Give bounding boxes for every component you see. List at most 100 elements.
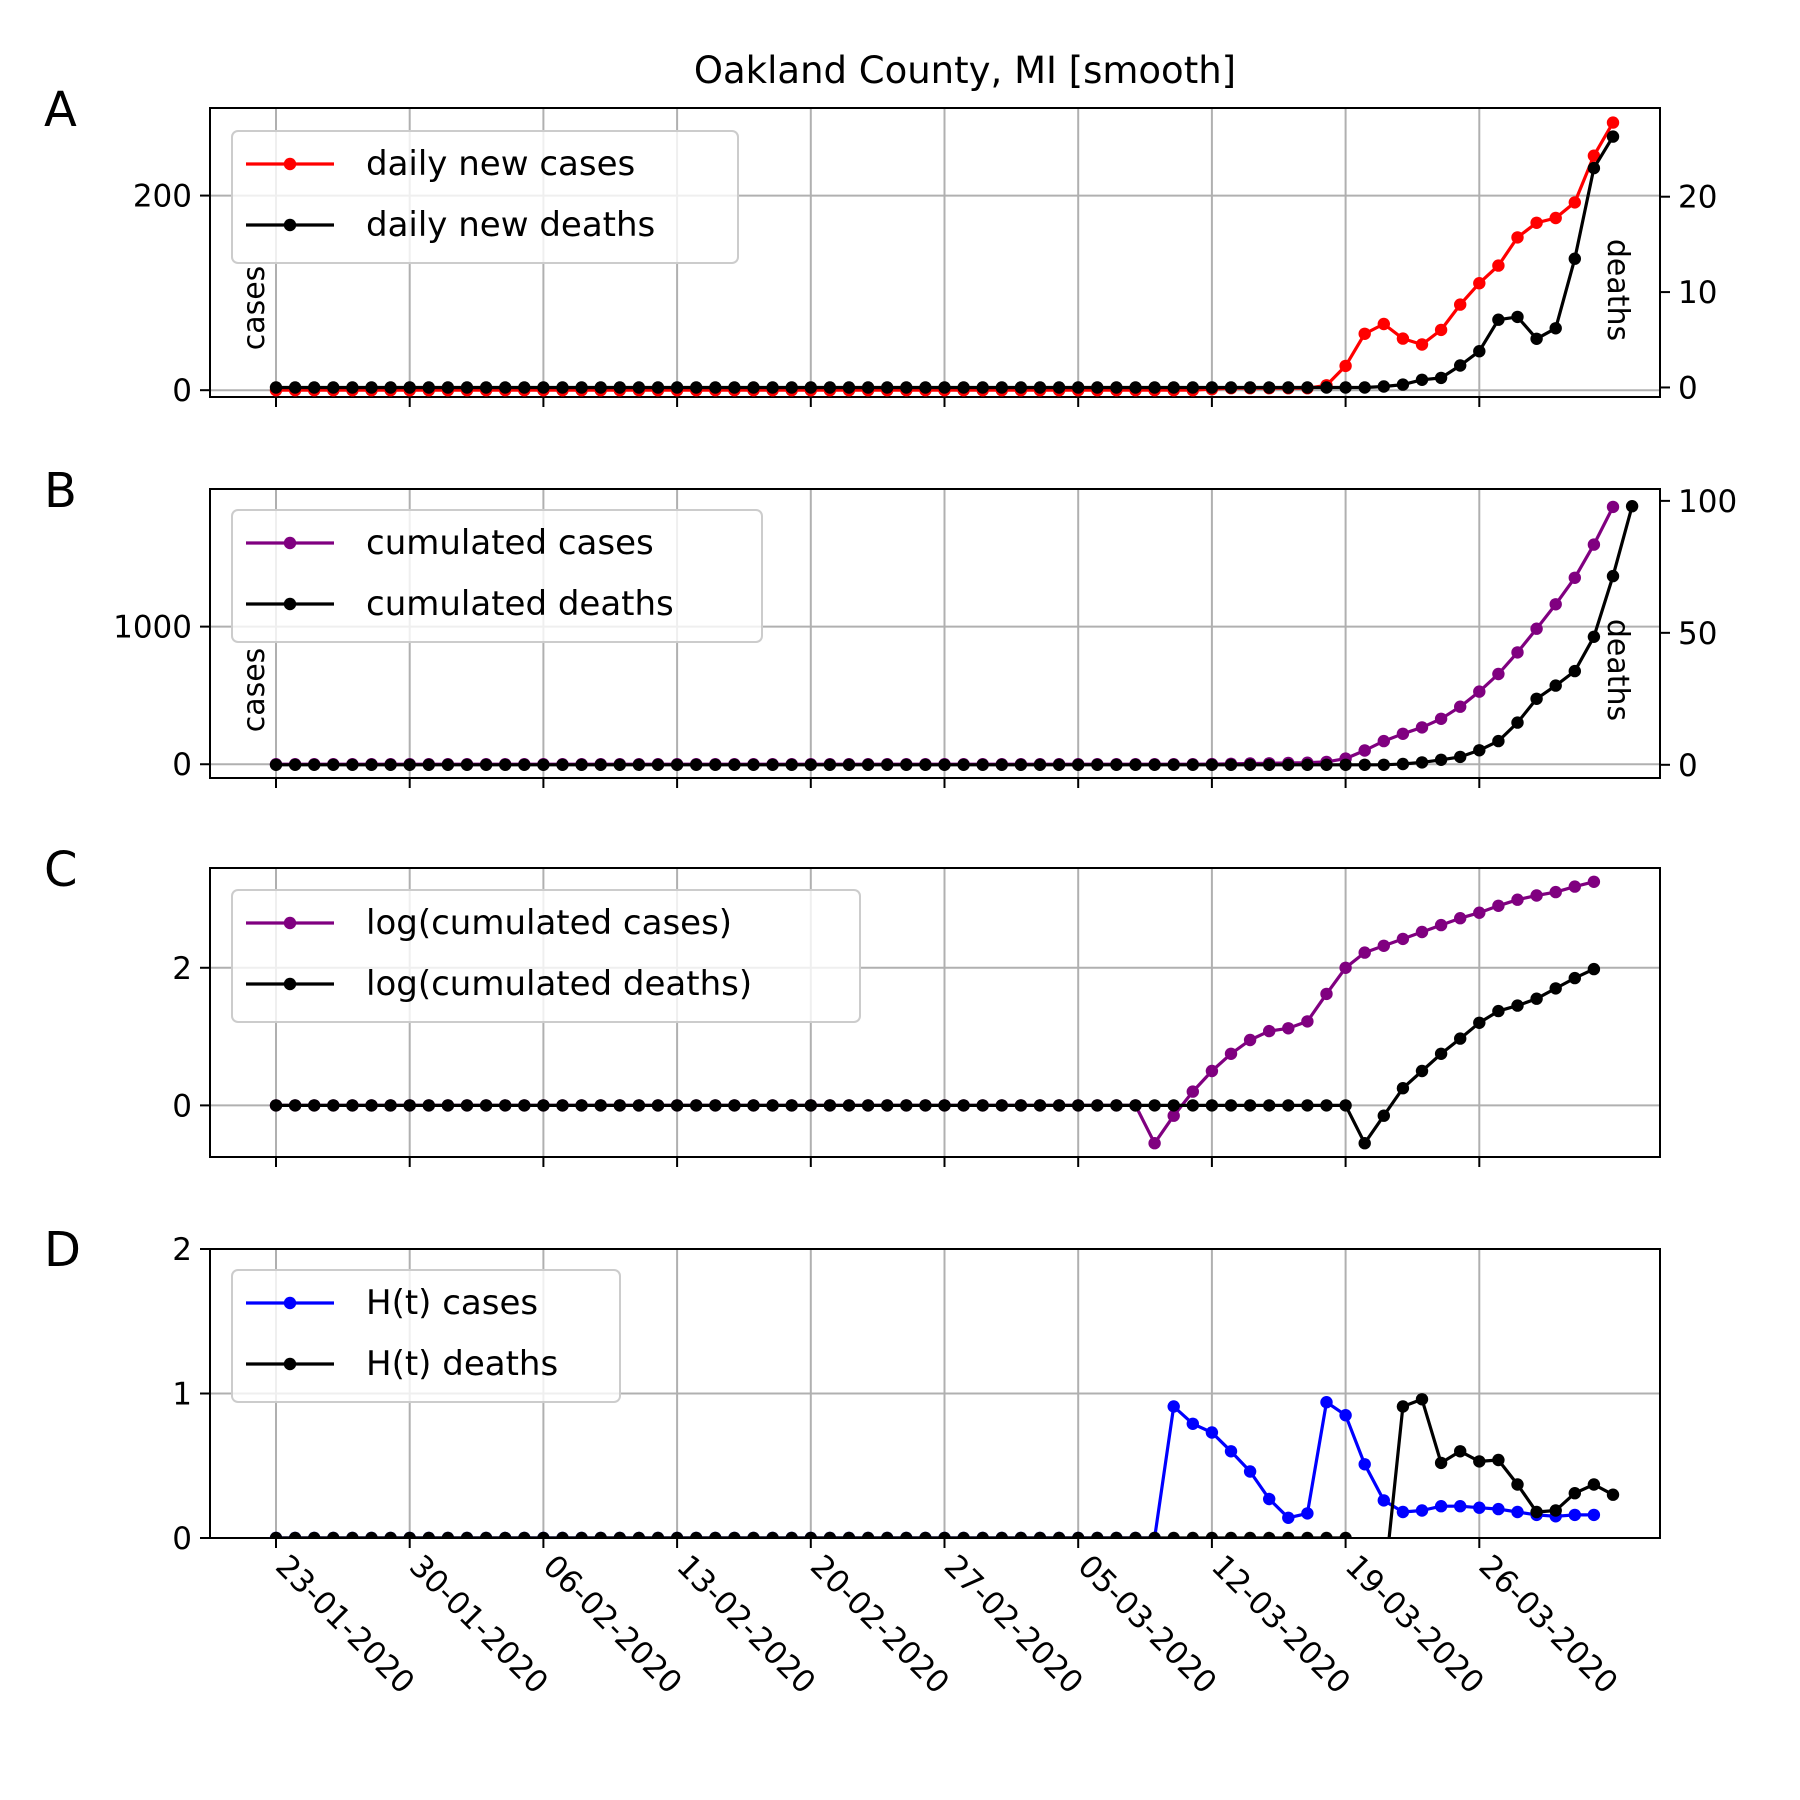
cumulated-deaths-point (995, 758, 1008, 771)
h-t-deaths-point (1473, 1455, 1486, 1468)
h-t-deaths-point (346, 1531, 359, 1538)
h-t-cases-point (1224, 1445, 1238, 1458)
legend-label-log-cumulated-deaths: log(cumulated deaths) (366, 964, 752, 1004)
x-tick-label: 26-03-2020 (1472, 1548, 1625, 1701)
h-t-deaths-point (861, 1531, 875, 1538)
h-t-cases-point (1167, 1400, 1180, 1413)
cumulated-deaths-point (1339, 758, 1352, 771)
h-t-deaths-point (632, 1531, 646, 1538)
daily-new-deaths-point (785, 381, 798, 394)
cumulated-deaths-point (842, 758, 856, 771)
daily-new-deaths-point (976, 381, 989, 394)
panel-c-plot (269, 875, 1601, 1150)
daily-new-deaths-point (957, 381, 970, 394)
log-cumulated-deaths-point (900, 1099, 913, 1112)
panel-b-ylabel: cases (237, 648, 272, 733)
h-t-deaths-point (613, 1531, 626, 1538)
h-t-deaths-point (804, 1531, 817, 1538)
daily-new-deaths-point (1205, 381, 1219, 394)
h-t-deaths-point (1415, 1393, 1429, 1406)
h-t-deaths-point (575, 1531, 588, 1538)
h-t-cases-point (1301, 1507, 1314, 1520)
cumulated-deaths-point (575, 758, 588, 771)
log-cumulated-deaths-point (785, 1099, 798, 1112)
cumulated-deaths-point (1568, 664, 1582, 678)
legend-label-daily-new-cases: daily new cases (366, 144, 635, 184)
h-t-deaths-point (384, 1531, 397, 1538)
cumulated-deaths-point (1511, 716, 1524, 729)
y-tick-label: 2 (172, 1232, 192, 1268)
h-t-deaths-point (995, 1531, 1008, 1538)
cumulated-deaths-point (1473, 744, 1486, 757)
cumulated-deaths-point (1358, 758, 1371, 771)
cumulated-deaths-point (651, 758, 665, 771)
log-cumulated-cases-point (1434, 918, 1448, 932)
log-cumulated-deaths-point (1033, 1099, 1047, 1112)
daily-new-deaths-point (1186, 381, 1200, 394)
h-t-deaths-point (1014, 1531, 1028, 1538)
cumulated-deaths-point (365, 758, 378, 771)
log-cumulated-deaths-point (537, 1099, 550, 1112)
h-t-deaths-point (1110, 1531, 1123, 1538)
h-t-cases-point (1568, 1508, 1582, 1522)
cumulated-deaths-point (1434, 753, 1448, 766)
daily-new-deaths-point (556, 381, 569, 394)
log-cumulated-deaths-point (1167, 1099, 1180, 1112)
log-cumulated-deaths-point (1530, 992, 1543, 1005)
x-tick-label: 20-02-2020 (803, 1548, 956, 1701)
log-cumulated-deaths-point (269, 1099, 283, 1112)
cumulated-cases-point (1396, 727, 1410, 740)
daily-new-deaths-point (823, 381, 837, 394)
chart-title: Oakland County, MI [smooth] (694, 49, 1236, 92)
panel-c-axes: 02 (172, 867, 1661, 1167)
cumulated-deaths-point (632, 758, 646, 771)
log-cumulated-deaths-point (346, 1099, 359, 1112)
y-right-tick-label: 10 (1678, 275, 1717, 311)
daily-new-deaths-point (900, 381, 913, 394)
log-cumulated-deaths-point (976, 1099, 989, 1112)
log-cumulated-cases-point (1186, 1085, 1200, 1098)
cumulated-deaths-point (1129, 758, 1142, 771)
h-t-deaths-point (1301, 1531, 1314, 1538)
log-cumulated-deaths-point (499, 1099, 512, 1112)
daily-new-deaths-point (881, 381, 894, 394)
log-cumulated-cases-point (1205, 1064, 1219, 1078)
daily-new-deaths-point (938, 381, 951, 394)
x-tick-label: 19-03-2020 (1338, 1548, 1491, 1701)
cumulated-deaths-point (900, 758, 913, 771)
log-cumulated-deaths-point (1454, 1032, 1467, 1045)
y-tick-label: 200 (133, 179, 192, 215)
h-t-deaths-point (269, 1531, 283, 1538)
h-t-deaths-point (823, 1531, 837, 1538)
log-cumulated-deaths-point (403, 1099, 416, 1112)
daily-new-deaths-point (537, 381, 550, 394)
log-cumulated-cases-point (1511, 893, 1524, 906)
log-cumulated-deaths-point (938, 1099, 951, 1112)
cumulated-cases-point (1434, 712, 1448, 725)
h-t-deaths-point (1167, 1531, 1180, 1538)
legend-marker-cumulated-cases (283, 536, 297, 550)
log-cumulated-cases-point (1243, 1033, 1257, 1047)
cumulated-deaths-point (1454, 750, 1467, 764)
log-cumulated-deaths-point (613, 1099, 626, 1112)
cumulated-deaths-point (766, 758, 779, 771)
h-t-deaths-point (747, 1531, 760, 1538)
h-t-cases-point (1434, 1500, 1448, 1513)
log-cumulated-deaths-point (919, 1099, 932, 1112)
x-tick-label: 23-01-2020 (268, 1548, 421, 1701)
daily-new-deaths-point (308, 381, 321, 394)
daily-new-deaths-point (1606, 130, 1620, 143)
daily-new-deaths-point (1052, 381, 1066, 394)
log-cumulated-deaths-point (1110, 1099, 1123, 1112)
log-cumulated-deaths-point (747, 1099, 760, 1112)
y-right-tick-label: 100 (1678, 484, 1737, 520)
cumulated-deaths-point (499, 758, 512, 771)
daily-new-cases-point (1454, 298, 1467, 311)
daily-new-deaths-point (1396, 378, 1410, 391)
h-t-cases-point (1511, 1505, 1524, 1519)
log-cumulated-deaths-point (1320, 1099, 1333, 1112)
log-cumulated-deaths-point (1568, 971, 1582, 985)
h-t-cases-point (1263, 1492, 1276, 1506)
daily-new-deaths-point (346, 381, 359, 394)
legend-label-h-t-deaths: H(t) deaths (366, 1344, 558, 1384)
